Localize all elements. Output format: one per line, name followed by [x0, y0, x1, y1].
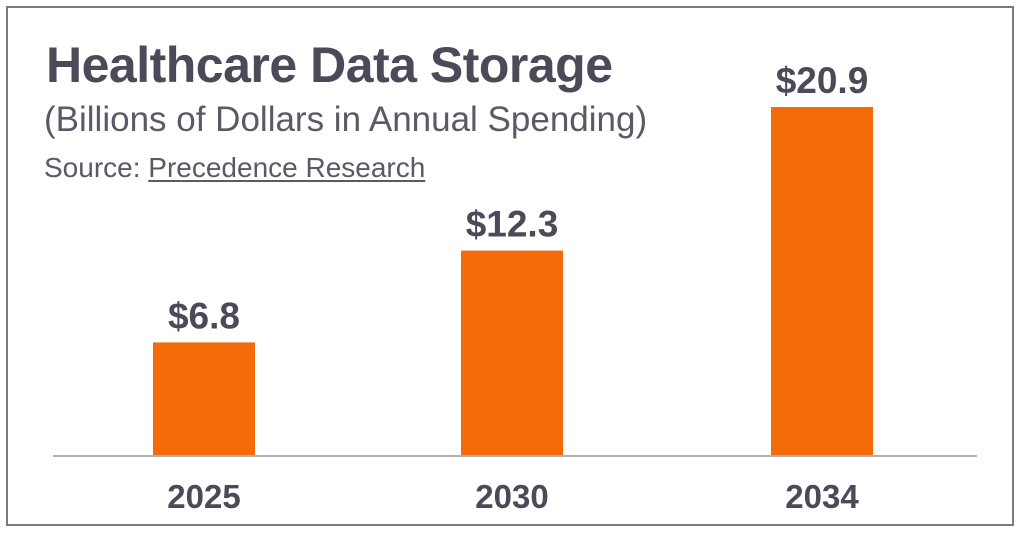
source-prefix: Source:	[44, 152, 149, 183]
category-label-2030: 2030	[475, 478, 548, 515]
bar-2030	[461, 250, 563, 456]
bar-2025	[153, 342, 255, 456]
source-link[interactable]: Precedence Research	[148, 152, 426, 183]
value-label-2025: $6.8	[168, 295, 240, 336]
bar-2034	[771, 107, 873, 456]
value-label-2030: $12.3	[466, 204, 559, 245]
chart-subtitle: (Billions of Dollars in Annual Spending)	[44, 100, 648, 139]
category-label-2034: 2034	[785, 478, 859, 515]
chart-source: Source: Precedence Research	[44, 152, 425, 184]
value-label-2034: $20.9	[776, 60, 869, 101]
category-label-2025: 2025	[167, 478, 240, 515]
chart-title: Healthcare Data Storage	[46, 37, 613, 93]
